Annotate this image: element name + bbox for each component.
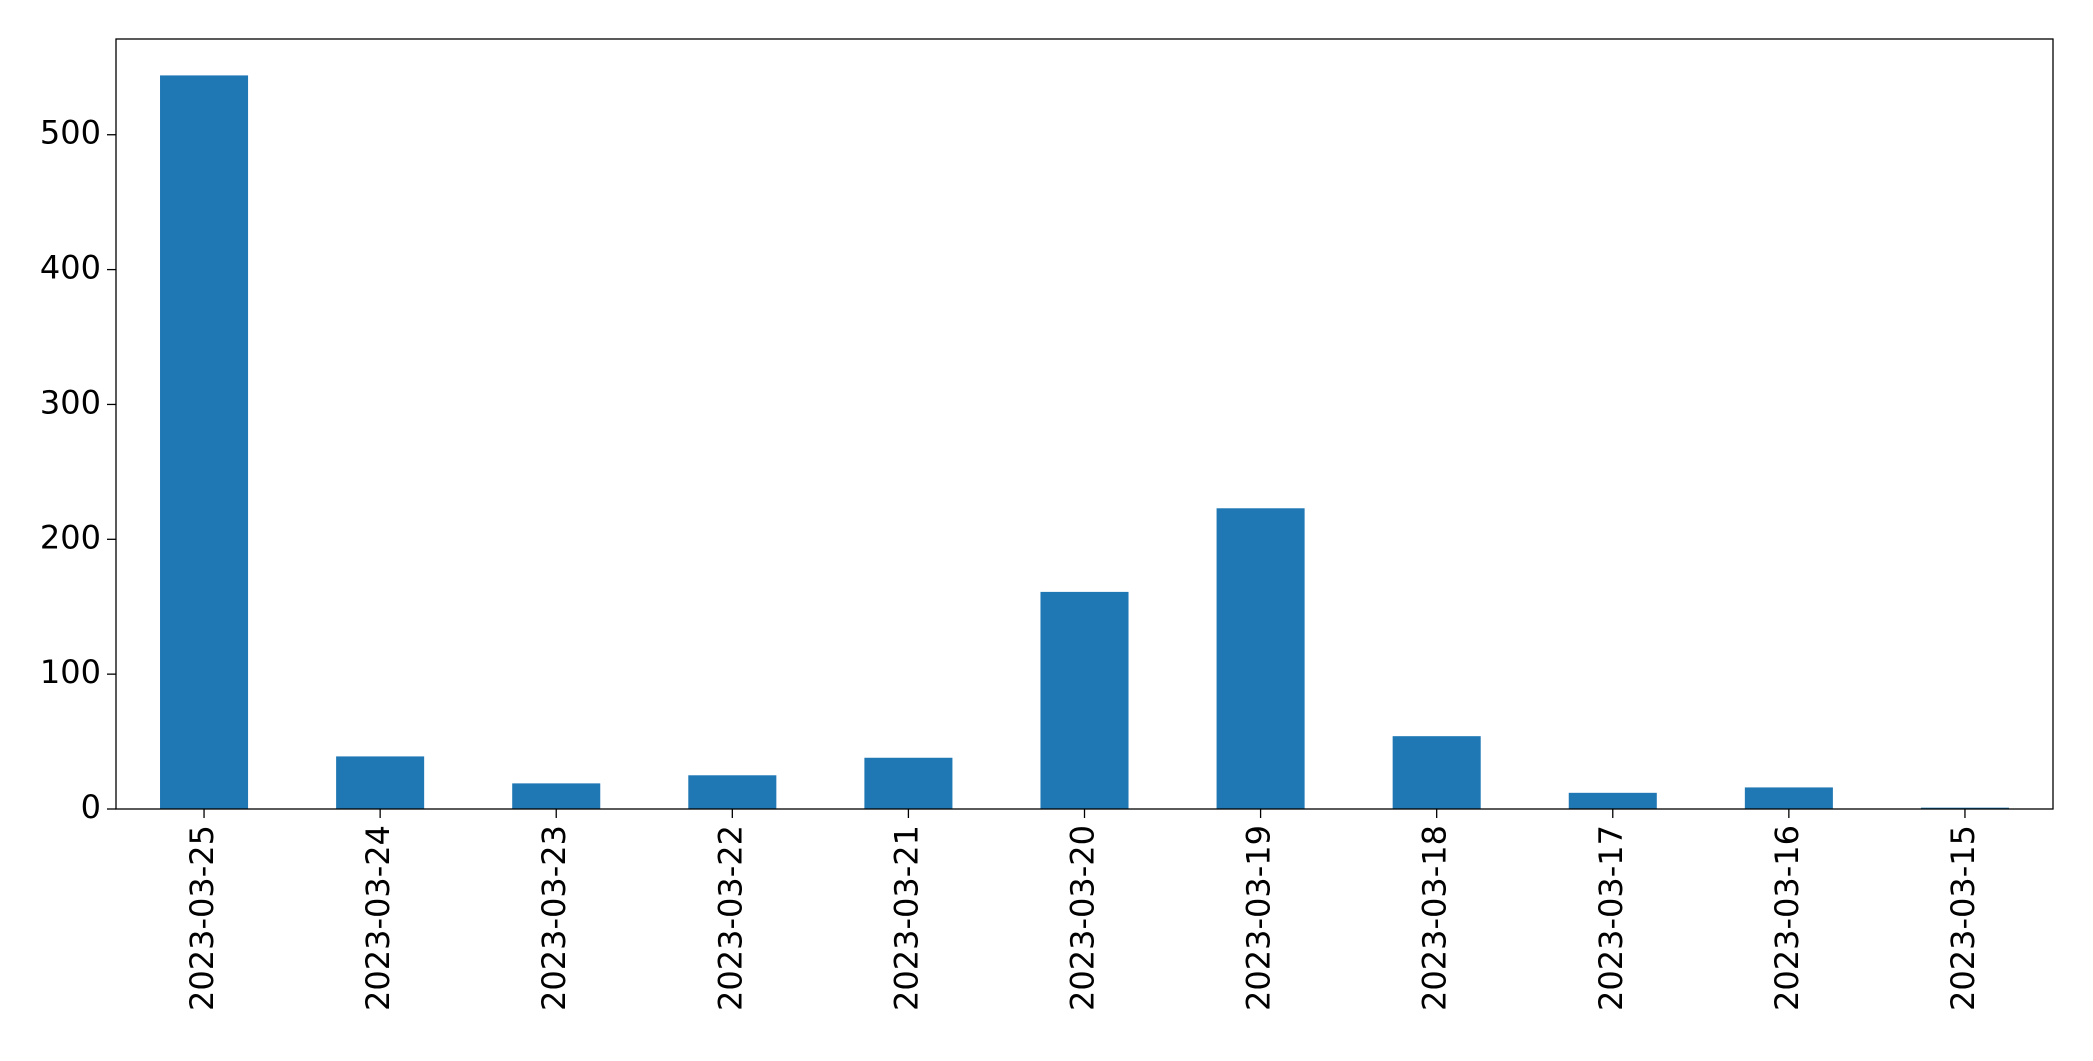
bar <box>512 783 601 809</box>
y-tick-label: 500 <box>40 114 101 152</box>
bar <box>1920 807 2009 809</box>
y-tick-label: 200 <box>40 518 101 556</box>
y-tick-label: 300 <box>40 383 101 421</box>
x-tick-label: 2023-03-19 <box>1240 825 1278 1011</box>
x-tick-label: 2023-03-21 <box>887 825 925 1011</box>
bar <box>1392 736 1481 809</box>
x-tick-label: 2023-03-16 <box>1768 825 1806 1011</box>
bar <box>688 775 777 809</box>
x-tick-label: 2023-03-22 <box>711 825 749 1011</box>
bar <box>336 756 425 809</box>
x-tick-label: 2023-03-17 <box>1592 825 1630 1011</box>
y-tick-label: 100 <box>40 653 101 691</box>
plot-frame <box>115 38 2054 810</box>
bar <box>1040 591 1129 809</box>
x-tick-label: 2023-03-23 <box>535 825 573 1011</box>
bar <box>160 75 249 810</box>
y-tick-label: 0 <box>81 788 101 826</box>
y-tick-label: 400 <box>40 249 101 287</box>
x-tick-label: 2023-03-24 <box>359 825 397 1011</box>
x-tick-label: 2023-03-18 <box>1416 825 1454 1011</box>
x-tick-label: 2023-03-25 <box>183 825 221 1011</box>
x-tick-label: 2023-03-15 <box>1944 825 1982 1011</box>
bar <box>1216 508 1305 809</box>
bar <box>864 757 953 809</box>
bar <box>1568 792 1657 809</box>
x-tick-label: 2023-03-20 <box>1064 825 1102 1011</box>
bar <box>1744 787 1833 809</box>
